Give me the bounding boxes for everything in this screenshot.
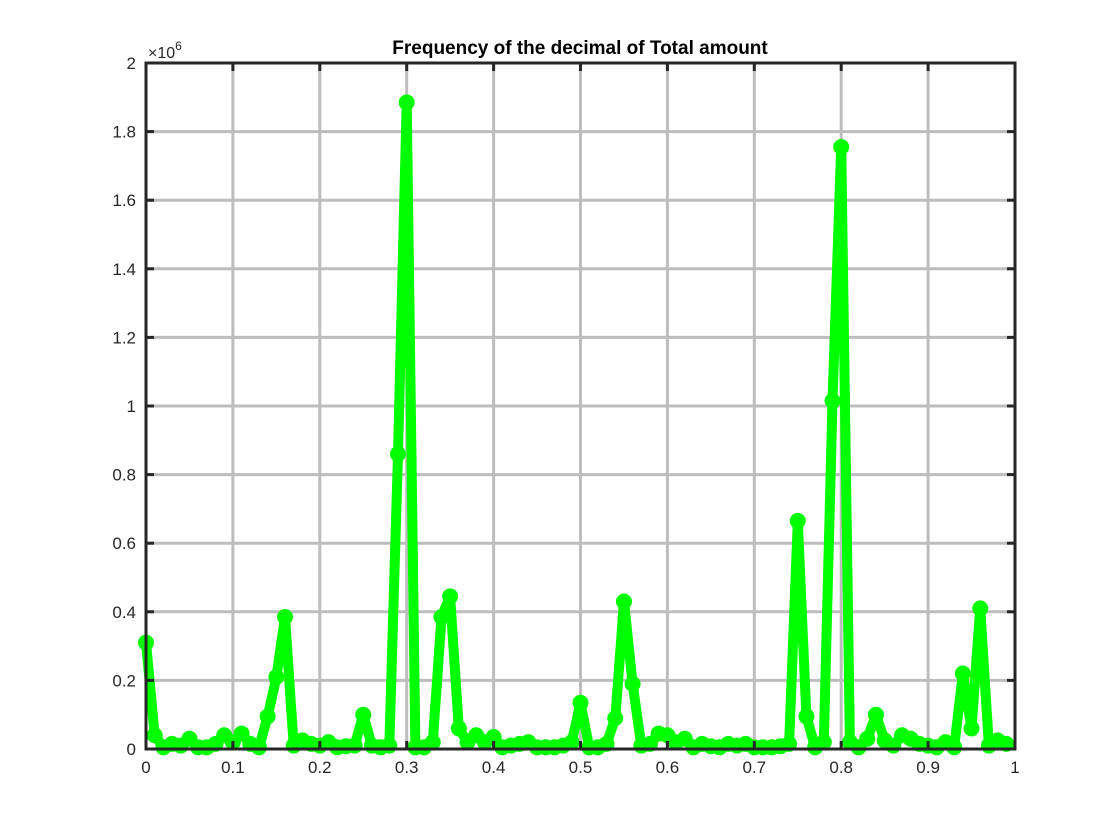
data-point — [442, 588, 459, 605]
y-tick-label: 0.6 — [112, 534, 136, 553]
x-tick-label: 0.2 — [308, 758, 332, 777]
data-point — [563, 734, 580, 751]
data-point — [607, 710, 624, 727]
data-point — [259, 708, 276, 725]
y-tick-label: 1.8 — [112, 123, 136, 142]
data-point — [946, 739, 963, 756]
y-tick-label: 1.6 — [112, 191, 136, 210]
x-tick-label: 0.8 — [829, 758, 853, 777]
data-point — [781, 735, 798, 752]
x-tick-labels: 0 0.1 0.2 0.3 0.4 0.5 0.6 0.7 0.8 0.9 1 — [141, 758, 1019, 777]
data-point — [867, 706, 884, 723]
x-tick-label: 0.7 — [742, 758, 766, 777]
data-point — [250, 739, 267, 756]
chart-title: Frequency of the decimal of Total amount — [392, 38, 768, 59]
data-point — [146, 727, 163, 744]
y-tick-label: 1.4 — [112, 260, 136, 279]
y-tick-label: 0.8 — [112, 466, 136, 485]
x-tick-label: 0 — [141, 758, 150, 777]
data-point — [572, 694, 589, 711]
data-point — [424, 734, 441, 751]
data-point — [833, 139, 850, 156]
y-tick-label: 1.2 — [112, 328, 136, 347]
x-tick-label: 0.6 — [656, 758, 680, 777]
x-tick-label: 0.5 — [569, 758, 593, 777]
data-point — [963, 720, 980, 737]
series-markers — [138, 94, 1015, 756]
y-tick-label: 2 — [127, 54, 136, 73]
y-axis-exponent-base: ×10 — [148, 45, 175, 62]
data-point — [277, 608, 294, 625]
data-point — [798, 708, 815, 725]
data-point — [355, 706, 372, 723]
data-point — [433, 608, 450, 625]
x-tick-label: 1 — [1010, 758, 1019, 777]
data-point — [624, 675, 641, 692]
y-tick-label: 0.2 — [112, 671, 136, 690]
data-point — [859, 730, 876, 747]
data-point — [268, 668, 285, 685]
data-point — [998, 735, 1015, 752]
tick-marks — [144, 61, 1017, 751]
y-axis-exponent: ×106 — [148, 39, 182, 62]
data-point — [642, 735, 659, 752]
data-point — [824, 392, 841, 409]
data-point — [789, 512, 806, 529]
data-point — [450, 720, 467, 737]
data-point — [233, 725, 250, 742]
x-tick-label: 0.4 — [482, 758, 506, 777]
y-tick-label: 0 — [127, 740, 136, 759]
x-tick-label: 0.9 — [916, 758, 940, 777]
y-axis-exponent-power: 6 — [175, 39, 182, 53]
data-point — [398, 94, 415, 111]
x-tick-label: 0.1 — [221, 758, 245, 777]
data-point — [598, 735, 615, 752]
y-tick-label: 0.4 — [112, 603, 136, 622]
data-point — [390, 446, 407, 463]
data-point — [615, 593, 632, 610]
data-point — [815, 734, 832, 751]
y-tick-label: 1 — [127, 397, 136, 416]
data-point — [954, 665, 971, 682]
y-tick-labels: 0 0.2 0.4 0.6 0.8 1 1.2 1.4 1.6 1.8 2 — [112, 54, 136, 759]
x-tick-label: 0.3 — [395, 758, 419, 777]
data-point — [972, 600, 989, 617]
